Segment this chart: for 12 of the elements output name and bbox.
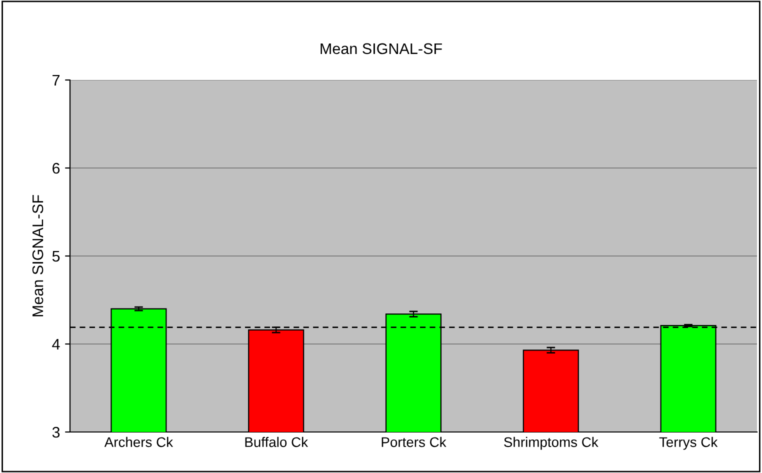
y-tick-label: 3: [52, 426, 60, 438]
x-tick-label: Archers Ck: [104, 436, 174, 448]
chart-title: Mean SIGNAL-SF: [320, 43, 442, 54]
y-tick-label: 5: [52, 251, 60, 262]
y-tick-label: 4: [52, 339, 60, 350]
x-tick-label: Buffalo Ck: [245, 436, 308, 448]
x-tick-label: Terrys Ck: [659, 436, 718, 450]
y-tick-label: 6: [52, 162, 60, 174]
x-tick-label: Shrimptoms Ck: [504, 436, 598, 450]
y-tick-label: 7: [52, 75, 60, 86]
x-tick-label: Porters Ck: [382, 436, 446, 448]
y-axis-title: Mean SIGNAL-SF: [32, 195, 44, 316]
